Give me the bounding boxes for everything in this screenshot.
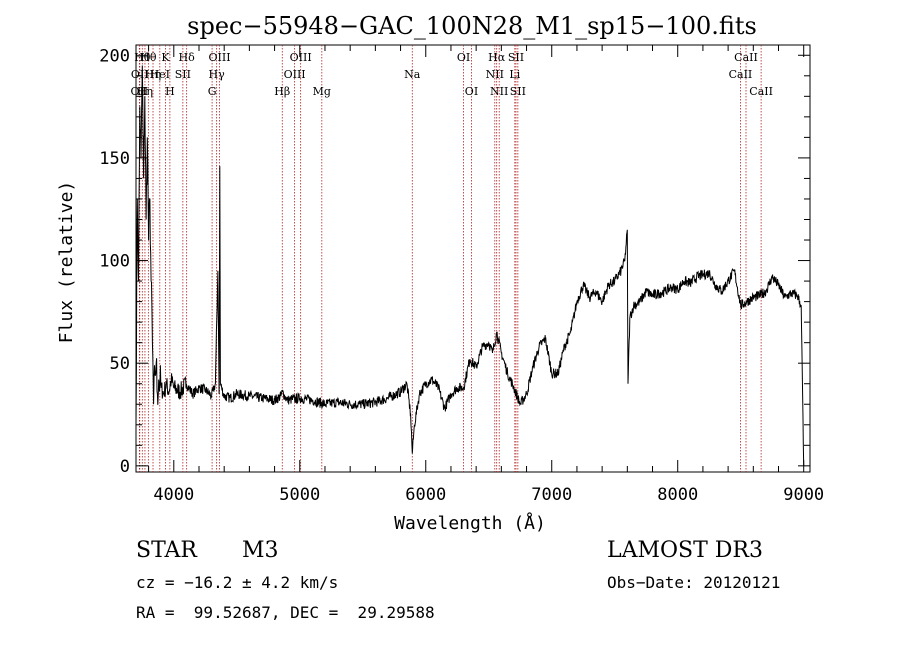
y-axis-label: Flux (relative)	[56, 181, 77, 344]
x-tick-label: 9000	[783, 485, 824, 505]
x-tick-label: 7000	[531, 485, 572, 505]
y-tick-label: 100	[99, 252, 130, 272]
line-marker-label: Mg	[313, 85, 331, 98]
line-marker-label: K	[161, 51, 170, 64]
line-marker-label: CaII	[749, 85, 773, 98]
line-marker-label: HeI	[150, 68, 170, 81]
line-marker-label: Hα	[488, 51, 506, 64]
line-marker-label: Hθ	[140, 51, 157, 64]
line-marker-label: CaII	[729, 68, 753, 81]
x-tick-label: 8000	[657, 485, 698, 505]
x-axis-label: Wavelength (Å)	[394, 512, 546, 534]
y-tick-label: 200	[99, 46, 130, 66]
object-class: STAR	[136, 538, 197, 563]
line-marker-label: NII	[486, 68, 504, 81]
line-marker-label: OII	[131, 68, 149, 81]
object-subclass: M3	[242, 538, 279, 563]
line-marker-label: SII	[508, 51, 524, 64]
ra-dec: RA = 99.52687, DEC = 29.29588	[136, 603, 435, 622]
obs-date: Obs−Date: 20120121	[607, 573, 781, 592]
line-marker-label: OIII	[208, 51, 230, 64]
y-tick-label: 150	[99, 149, 130, 169]
axis-tick-labels: 4000 5000 6000 7000 8000 9000 0 50 100 150 200	[99, 46, 824, 505]
axis-ticks	[136, 45, 810, 472]
plot-frame	[135, 44, 811, 473]
y-tick-label: 50	[110, 354, 130, 374]
line-marker-label: OI	[457, 51, 470, 64]
line-marker-label: H	[165, 85, 175, 98]
x-tick-label: 4000	[153, 485, 194, 505]
line-marker-label: G	[208, 85, 217, 98]
line-marker-label: SII	[175, 68, 191, 81]
line-marker-label: Li	[509, 68, 520, 81]
line-markers	[139, 45, 762, 472]
line-marker-label: Hβ	[274, 85, 290, 98]
line-marker-label: OIII	[284, 68, 306, 81]
line-marker-label: OIII	[290, 51, 312, 64]
line-marker-label: NII	[490, 85, 508, 98]
line-marker-label: Hγ	[209, 68, 226, 81]
line-marker-label: OII	[131, 85, 149, 98]
chart-title: spec−55948−GAC_100N28_M1_sp15−100.fits	[187, 12, 757, 40]
redshift-cz: cz = −16.2 ± 4.2 km/s	[136, 573, 339, 592]
line-marker-label: OI	[465, 85, 478, 98]
x-tick-label: 5000	[279, 485, 320, 505]
line-marker-label: Hδ	[179, 51, 196, 64]
spectrum-line	[135, 65, 805, 466]
line-marker-label: Hη	[137, 85, 153, 98]
line-marker-labels: OIIOIIHθHηHθHηHeIKHSIIHδGHγOIIIHβOIIIOII…	[131, 51, 773, 98]
line-marker-label: Hθ	[134, 51, 151, 64]
spectrum-plot: spec−55948−GAC_100N28_M1_sp15−100.fits O…	[56, 12, 824, 534]
line-marker-label: Na	[404, 68, 421, 81]
survey-name: LAMOST DR3	[607, 538, 763, 563]
line-marker-label: SII	[510, 85, 526, 98]
line-marker-label: CaII	[734, 51, 758, 64]
y-tick-label: 0	[120, 457, 130, 477]
line-marker-label: Hη	[145, 68, 161, 81]
x-tick-label: 6000	[405, 485, 446, 505]
